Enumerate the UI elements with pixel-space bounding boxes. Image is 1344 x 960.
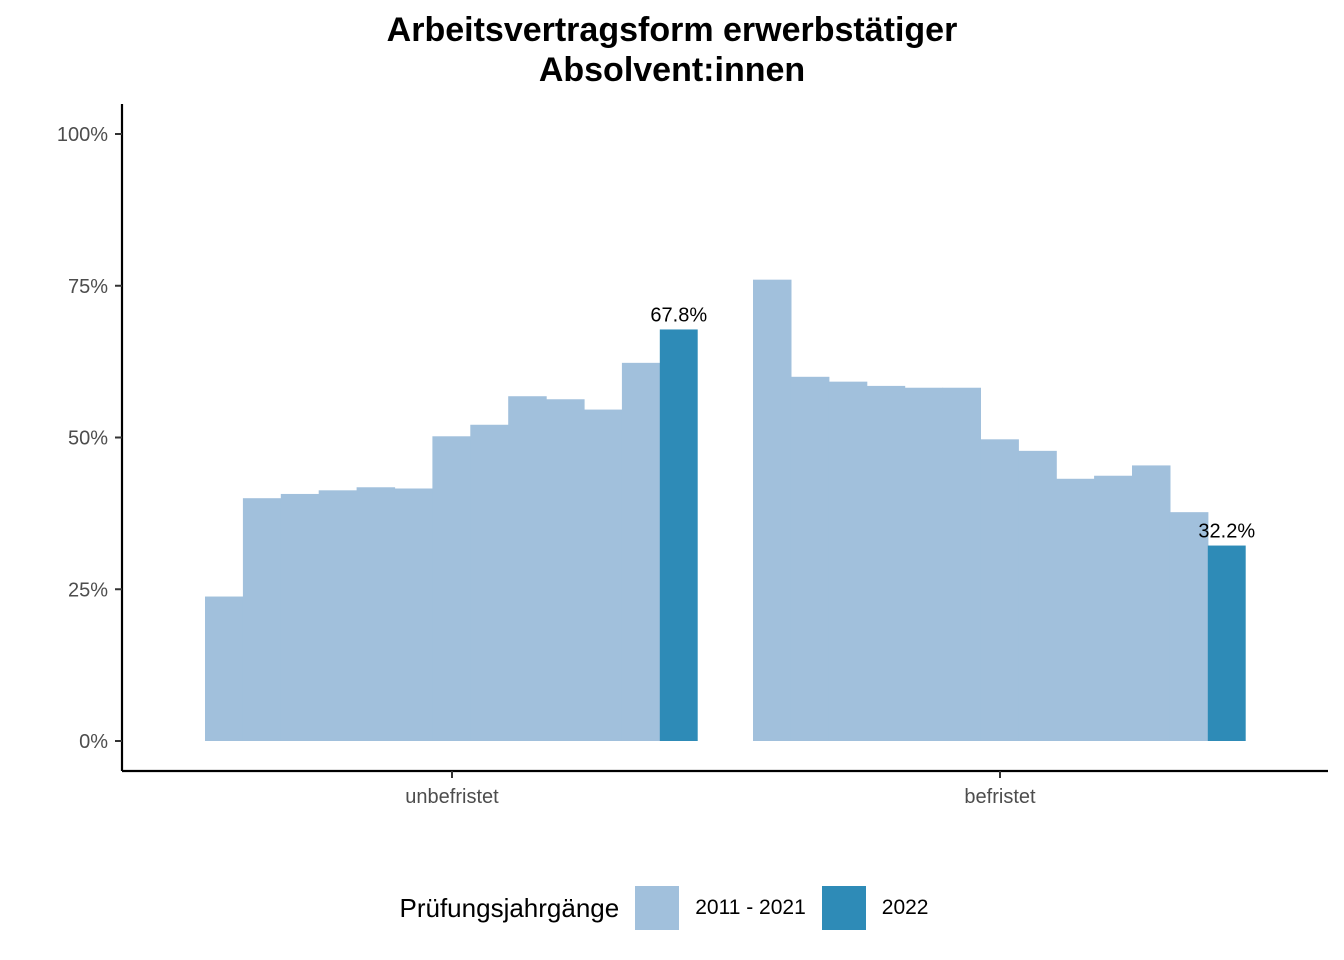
bar-befristet-2011-2021-11 bbox=[1132, 465, 1171, 741]
legend-label-2022: 2022 bbox=[881, 896, 929, 919]
data-label-befristet-2022: 32.2% bbox=[1198, 521, 1255, 543]
x-tick-label-befristet: befristet bbox=[964, 786, 1036, 808]
bar-unbefristet-2022 bbox=[659, 329, 698, 741]
bar-unbefristet-2011-2021-3 bbox=[280, 493, 320, 741]
bar-befristet-2011-2021-12 bbox=[1169, 512, 1209, 741]
bar-unbefristet-2011-2021-11 bbox=[584, 409, 623, 741]
bar-unbefristet-2011-2021-5 bbox=[356, 487, 396, 741]
legend: Prüfungsjahrgänge 2011 - 2021 2022 bbox=[0, 886, 1344, 930]
legend-key-2022 bbox=[821, 886, 866, 930]
bar-unbefristet-2011-2021-9 bbox=[508, 396, 547, 741]
bar-befristet-2011-2021-1 bbox=[753, 279, 792, 741]
legend-title: Prüfungsjahrgänge bbox=[399, 892, 620, 923]
y-tick-label-3: 75% bbox=[68, 276, 108, 298]
bar-unbefristet-2011-2021-7 bbox=[432, 436, 471, 741]
bar-unbefristet-2011-2021-4 bbox=[318, 490, 358, 741]
bar-unbefristet-2011-2021-1 bbox=[205, 596, 244, 741]
bar-befristet-2011-2021-8 bbox=[1018, 450, 1057, 741]
bar-befristet-2011-2021-9 bbox=[1056, 478, 1095, 741]
y-tick-label-2: 50% bbox=[68, 428, 108, 450]
bar-befristet-2011-2021-10 bbox=[1094, 475, 1133, 741]
bar-befristet-2011-2021-6 bbox=[942, 387, 981, 741]
data-label-unbefristet-2022: 67.8% bbox=[650, 304, 707, 326]
bar-unbefristet-2011-2021-12 bbox=[621, 362, 661, 741]
y-tick-label-0: 0% bbox=[79, 731, 108, 753]
chart-title-line-2: Absolvent:innen bbox=[538, 51, 806, 89]
legend-label-2011-2021: 2011 - 2021 bbox=[695, 896, 806, 919]
bar-befristet-2011-2021-7 bbox=[980, 439, 1019, 741]
bar-unbefristet-2011-2021-10 bbox=[546, 399, 585, 741]
bar-befristet-2011-2021-2 bbox=[790, 376, 830, 741]
bar-befristet-2011-2021-3 bbox=[828, 381, 868, 741]
bar-unbefristet-2011-2021-2 bbox=[242, 498, 282, 741]
y-tick-label-1: 25% bbox=[68, 579, 108, 601]
legend-key-2011-2021 bbox=[635, 886, 680, 930]
chart-title-line-1: Arbeitsvertragsform erwerbstätiger bbox=[386, 11, 958, 49]
bar-befristet-2022 bbox=[1207, 545, 1246, 741]
bar-unbefristet-2011-2021-6 bbox=[394, 488, 433, 741]
bar-befristet-2011-2021-5 bbox=[904, 387, 944, 741]
y-tick-label-4: 100% bbox=[57, 124, 108, 146]
x-tick-label-unbefristet: unbefristet bbox=[405, 786, 499, 808]
bar-unbefristet-2011-2021-8 bbox=[470, 424, 509, 741]
bar-befristet-2011-2021-4 bbox=[866, 385, 906, 741]
chart-title: Arbeitsvertragsform erwerbstätiger Absol… bbox=[0, 10, 1344, 90]
